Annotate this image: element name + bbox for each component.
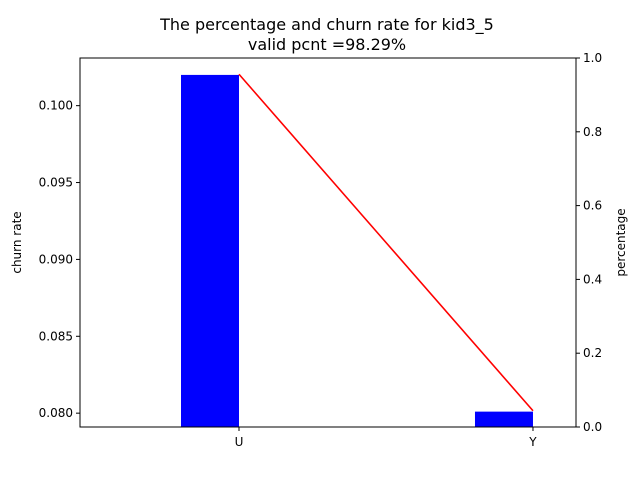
y2-tick-label-0: 0.0: [583, 420, 602, 434]
y2-tick-label-2: 0.4: [583, 272, 602, 286]
x-tick-label-U: U: [235, 435, 244, 449]
y-tick-label-1: 0.085: [39, 329, 73, 343]
bar-Y: [474, 411, 533, 427]
y-tick-label-2: 0.090: [39, 252, 73, 266]
right-axis: 0.0 0.2 0.4 0.6 0.8 1.0: [576, 51, 602, 434]
y-tick-label-0: 0.080: [39, 406, 73, 420]
y2-tick-label-1: 0.2: [583, 346, 602, 360]
y2-tick-label-4: 0.8: [583, 125, 602, 139]
percentage-line: [238, 73, 534, 412]
y-axis-label: churn rate: [10, 211, 24, 273]
plot-frame: [79, 57, 577, 428]
line-layer: [238, 73, 534, 412]
y2-tick-label-5: 1.0: [583, 51, 602, 65]
chart-subtitle: valid pcnt =98.29%: [248, 35, 406, 54]
x-tick-label-Y: Y: [528, 435, 537, 449]
y2-tick-label-3: 0.6: [583, 199, 602, 213]
y2-axis-label: percentage: [614, 208, 628, 276]
y-tick-label-4: 0.100: [39, 99, 73, 113]
left-axis: 0.080 0.085 0.090 0.095 0.100: [39, 99, 80, 420]
bar-U: [181, 74, 240, 427]
y-tick-label-3: 0.095: [39, 176, 73, 190]
bars-layer: [181, 74, 533, 427]
chart-title: The percentage and churn rate for kid3_5: [159, 15, 494, 35]
